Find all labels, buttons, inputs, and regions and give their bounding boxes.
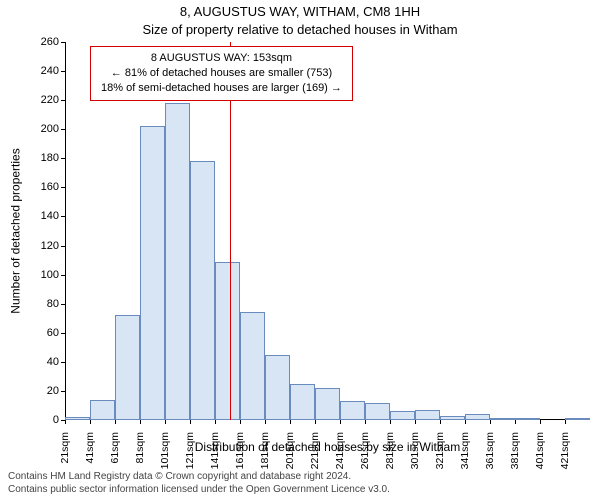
- y-tick-label: 60: [25, 327, 59, 339]
- footer-line1: Contains HM Land Registry data © Crown c…: [8, 470, 592, 483]
- histogram-bar: [515, 418, 540, 420]
- y-tick-label: 220: [25, 94, 59, 106]
- histogram-bar: [215, 262, 240, 420]
- histogram-bar: [65, 417, 90, 420]
- histogram-bar: [90, 400, 115, 420]
- info-line: 8 AUGUSTUS WAY: 153sqm: [101, 51, 342, 66]
- histogram-bar: [490, 418, 515, 420]
- y-axis-label: Number of detached properties: [6, 42, 26, 420]
- histogram-bar: [415, 410, 440, 420]
- info-line: ← 81% of detached houses are smaller (75…: [101, 66, 342, 81]
- y-tick-label: 0: [25, 414, 59, 426]
- histogram-bar: [565, 418, 590, 420]
- histogram-bar: [190, 161, 215, 420]
- y-tick-label: 160: [25, 181, 59, 193]
- histogram-bar: [365, 403, 390, 420]
- x-axis-label: Distribution of detached houses by size …: [65, 440, 590, 454]
- y-tick-label: 120: [25, 240, 59, 252]
- y-tick-label: 260: [25, 36, 59, 48]
- footer-attribution: Contains HM Land Registry data © Crown c…: [8, 470, 592, 496]
- chart-subtitle: Size of property relative to detached ho…: [0, 22, 600, 37]
- histogram-bar: [265, 355, 290, 420]
- histogram-bar: [115, 315, 140, 420]
- footer-line2: Contains public sector information licen…: [8, 483, 592, 496]
- y-tick-label: 200: [25, 123, 59, 135]
- y-tick-label: 40: [25, 356, 59, 368]
- histogram-bar: [140, 126, 165, 420]
- y-tick-label: 180: [25, 152, 59, 164]
- y-tick-label: 20: [25, 385, 59, 397]
- info-box: 8 AUGUSTUS WAY: 153sqm← 81% of detached …: [90, 46, 353, 101]
- info-line: 18% of semi-detached houses are larger (…: [101, 81, 342, 96]
- histogram-bar: [440, 416, 465, 420]
- y-tick-label: 100: [25, 269, 59, 281]
- histogram-bar: [465, 414, 490, 420]
- histogram-bar: [390, 411, 415, 420]
- plot-area: 02040608010012014016018020022024026021sq…: [65, 42, 590, 420]
- histogram-bar: [315, 388, 340, 420]
- histogram-bar: [240, 312, 265, 420]
- histogram-bar: [165, 103, 190, 420]
- histogram-bar: [290, 384, 315, 420]
- chart-title: 8, AUGUSTUS WAY, WITHAM, CM8 1HH: [0, 4, 600, 19]
- histogram-bar: [340, 401, 365, 420]
- y-tick-label: 80: [25, 298, 59, 310]
- y-tick-label: 240: [25, 65, 59, 77]
- y-tick-label: 140: [25, 210, 59, 222]
